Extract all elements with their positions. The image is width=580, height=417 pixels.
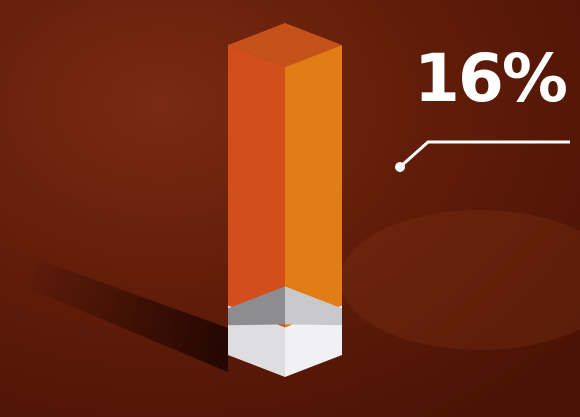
bar-remainder-left-face (228, 45, 285, 328)
callout-leader (395, 140, 570, 172)
bar-remainder-right-face (285, 45, 342, 328)
bar-top-face (228, 23, 342, 67)
bar-value-inner-shade (228, 286, 285, 326)
bar-value-inner-light (285, 286, 342, 326)
value-label: 16% (414, 40, 568, 117)
background-highlight (340, 210, 580, 350)
bar-shadow (20, 260, 228, 372)
bar-group (228, 23, 342, 377)
